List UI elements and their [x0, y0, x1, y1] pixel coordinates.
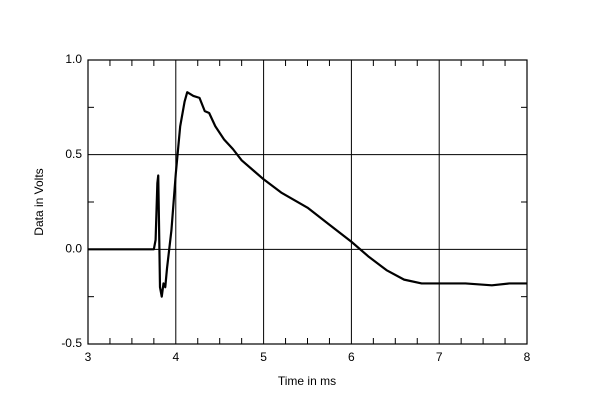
plot-frame	[87, 59, 528, 345]
y-tick-label: 0.0	[65, 242, 82, 256]
y-tick-label: 1.0	[65, 52, 82, 66]
data-line	[88, 91, 527, 298]
y-tick-label: -0.5	[61, 336, 82, 350]
x-tick-label: 8	[524, 350, 531, 364]
x-tick-label: 4	[172, 350, 179, 364]
x-tick-label: 6	[348, 350, 355, 364]
y-tick-label: 0.5	[65, 147, 82, 161]
y-axis-label: Data in Volts	[32, 168, 46, 235]
x-axis-label: Time in ms	[278, 374, 336, 388]
x-tick-label: 5	[260, 350, 267, 364]
x-tick-label: 7	[436, 350, 443, 364]
x-tick-label: 3	[85, 350, 92, 364]
